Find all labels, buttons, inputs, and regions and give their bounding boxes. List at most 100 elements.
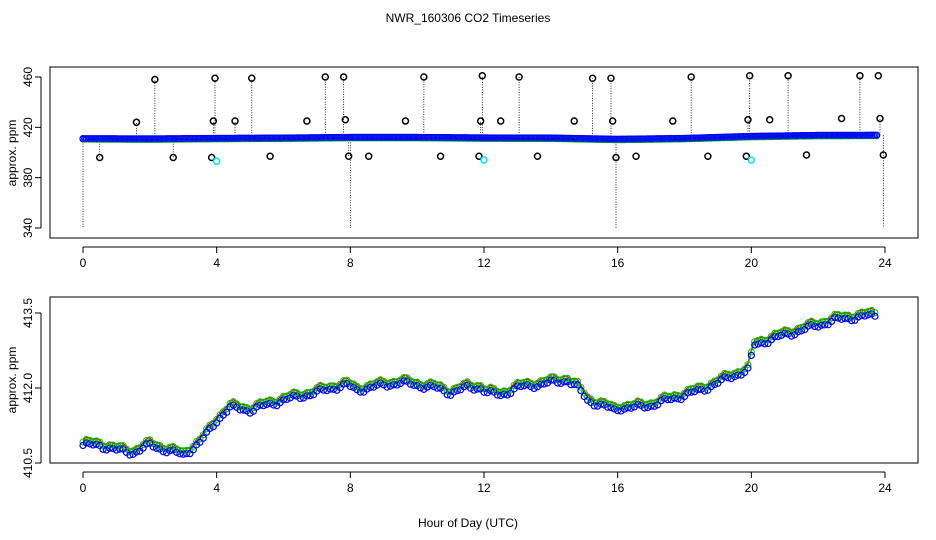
top-x-axis: 0 4 8 12 16 20 24 <box>80 246 892 270</box>
spike-point <box>95 153 104 162</box>
spike-point <box>874 71 883 80</box>
spike-point <box>608 117 617 125</box>
blue-point <box>797 327 806 335</box>
x-tick-label: 12 <box>477 256 491 270</box>
green-point <box>249 404 257 412</box>
green-point <box>139 441 147 449</box>
x-tick-label: 16 <box>611 256 625 270</box>
blue-point <box>650 402 659 410</box>
spike-point <box>588 74 597 83</box>
blue-point <box>189 446 197 454</box>
x-tick-label: 24 <box>878 256 892 270</box>
blue-point <box>744 364 752 372</box>
blue-point <box>132 448 141 456</box>
x-tick-label: 12 <box>477 481 491 495</box>
spike-point <box>742 152 751 161</box>
spike-point <box>211 74 219 83</box>
spike-point <box>784 71 792 80</box>
green-point <box>594 399 602 407</box>
spike-point <box>687 73 695 81</box>
green-point <box>376 376 384 384</box>
blue-point <box>259 402 268 410</box>
x-axis-label: Hour of Day (UTC) <box>418 516 518 530</box>
top-plot-frame <box>49 66 919 239</box>
green-point <box>741 365 749 373</box>
green-point <box>427 378 435 386</box>
flagged-point <box>212 157 221 166</box>
blue-point <box>306 392 314 400</box>
blue-point <box>731 373 739 381</box>
blue-point <box>223 408 231 416</box>
y-tick-label: 410.5 <box>21 448 35 478</box>
x-tick-label: 4 <box>213 256 220 270</box>
bottom-x-axis: 0 4 8 12 16 20 24 <box>80 471 892 495</box>
blue-point <box>112 446 121 454</box>
spike-point <box>401 117 410 125</box>
green-point <box>423 380 431 388</box>
y-tick-label: 412.0 <box>21 373 35 403</box>
blue-point <box>871 312 879 320</box>
top-data-points <box>79 71 888 166</box>
y-tick-label: 413.5 <box>21 298 35 328</box>
green-point <box>430 379 438 387</box>
green-point <box>189 442 197 450</box>
spike-point <box>248 74 256 83</box>
bottom-y-axis-label: approx. ppm <box>5 347 19 414</box>
spike-point <box>802 151 811 159</box>
green-point <box>159 444 167 452</box>
figure-title: NWR_160306 CO2 Timeseries <box>386 11 551 25</box>
blue-point <box>213 419 221 427</box>
spike-point <box>876 114 884 123</box>
blue-point <box>126 451 134 459</box>
blue-point <box>503 391 511 399</box>
spike-point <box>341 116 350 124</box>
baseline-point <box>873 131 881 139</box>
x-tick-label: 20 <box>745 256 759 270</box>
blue-point <box>517 382 525 391</box>
flagged-point <box>480 156 488 164</box>
green-point <box>417 380 425 388</box>
spike-point <box>632 152 640 161</box>
spike-point <box>303 117 311 125</box>
spike-point <box>607 74 615 83</box>
spike-point <box>207 153 216 162</box>
top-vertical-lines <box>82 75 884 228</box>
spike-point <box>266 152 274 161</box>
green-point <box>757 335 765 343</box>
spike-point <box>436 152 445 161</box>
spike-point <box>339 73 348 81</box>
green-point <box>487 383 495 391</box>
blue-point <box>263 400 271 409</box>
spike-point <box>344 152 353 161</box>
spike-point <box>209 117 218 125</box>
spike-point <box>231 117 239 125</box>
green-point <box>807 317 815 325</box>
green-point <box>406 377 414 385</box>
spike-point <box>515 73 523 81</box>
spike-point <box>744 116 752 124</box>
blue-point <box>684 389 692 397</box>
green-point <box>610 401 618 409</box>
blue-point <box>700 387 709 395</box>
x-tick-label: 20 <box>745 481 759 495</box>
green-point <box>196 435 204 443</box>
blue-point <box>450 388 458 396</box>
spike-point <box>364 152 373 161</box>
blue-point <box>393 381 401 389</box>
green-point <box>92 437 100 445</box>
blue-point <box>751 341 759 349</box>
x-tick-label: 16 <box>611 481 625 495</box>
x-tick-label: 4 <box>213 481 220 495</box>
spike-point <box>837 114 846 123</box>
x-tick-label: 0 <box>80 481 87 495</box>
bottom-plot-frame <box>49 296 919 464</box>
green-point <box>213 415 221 423</box>
blue-point <box>142 440 151 448</box>
spike-point <box>132 118 141 127</box>
green-point <box>747 348 755 356</box>
blue-point <box>787 332 796 340</box>
green-point <box>697 382 705 390</box>
green-point <box>617 404 625 412</box>
green-point <box>246 406 254 414</box>
blue-point <box>166 447 174 455</box>
